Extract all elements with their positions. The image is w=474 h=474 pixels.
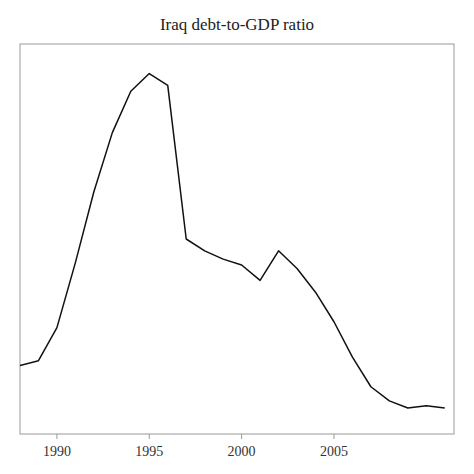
x-tick-label: 1990 [43,444,71,459]
x-tick [149,434,150,439]
plot-frame [20,44,454,434]
line [20,74,445,408]
x-tick [241,434,242,439]
title: Iraq debt-to-GDP ratio [160,15,314,34]
x-tick-label: 2005 [320,444,348,459]
chart-container: Iraq debt-to-GDP ratio 1990 1995 2000 2005 [0,0,474,474]
x-tick [333,434,334,439]
x-tick-label: 2000 [228,444,256,459]
x-tick [56,434,57,439]
x-axis: 1990 1995 2000 2005 [43,434,348,459]
plot-area [20,74,445,408]
chart: Iraq debt-to-GDP ratio 1990 1995 2000 2005 [0,0,474,474]
x-tick-label: 1995 [135,444,163,459]
